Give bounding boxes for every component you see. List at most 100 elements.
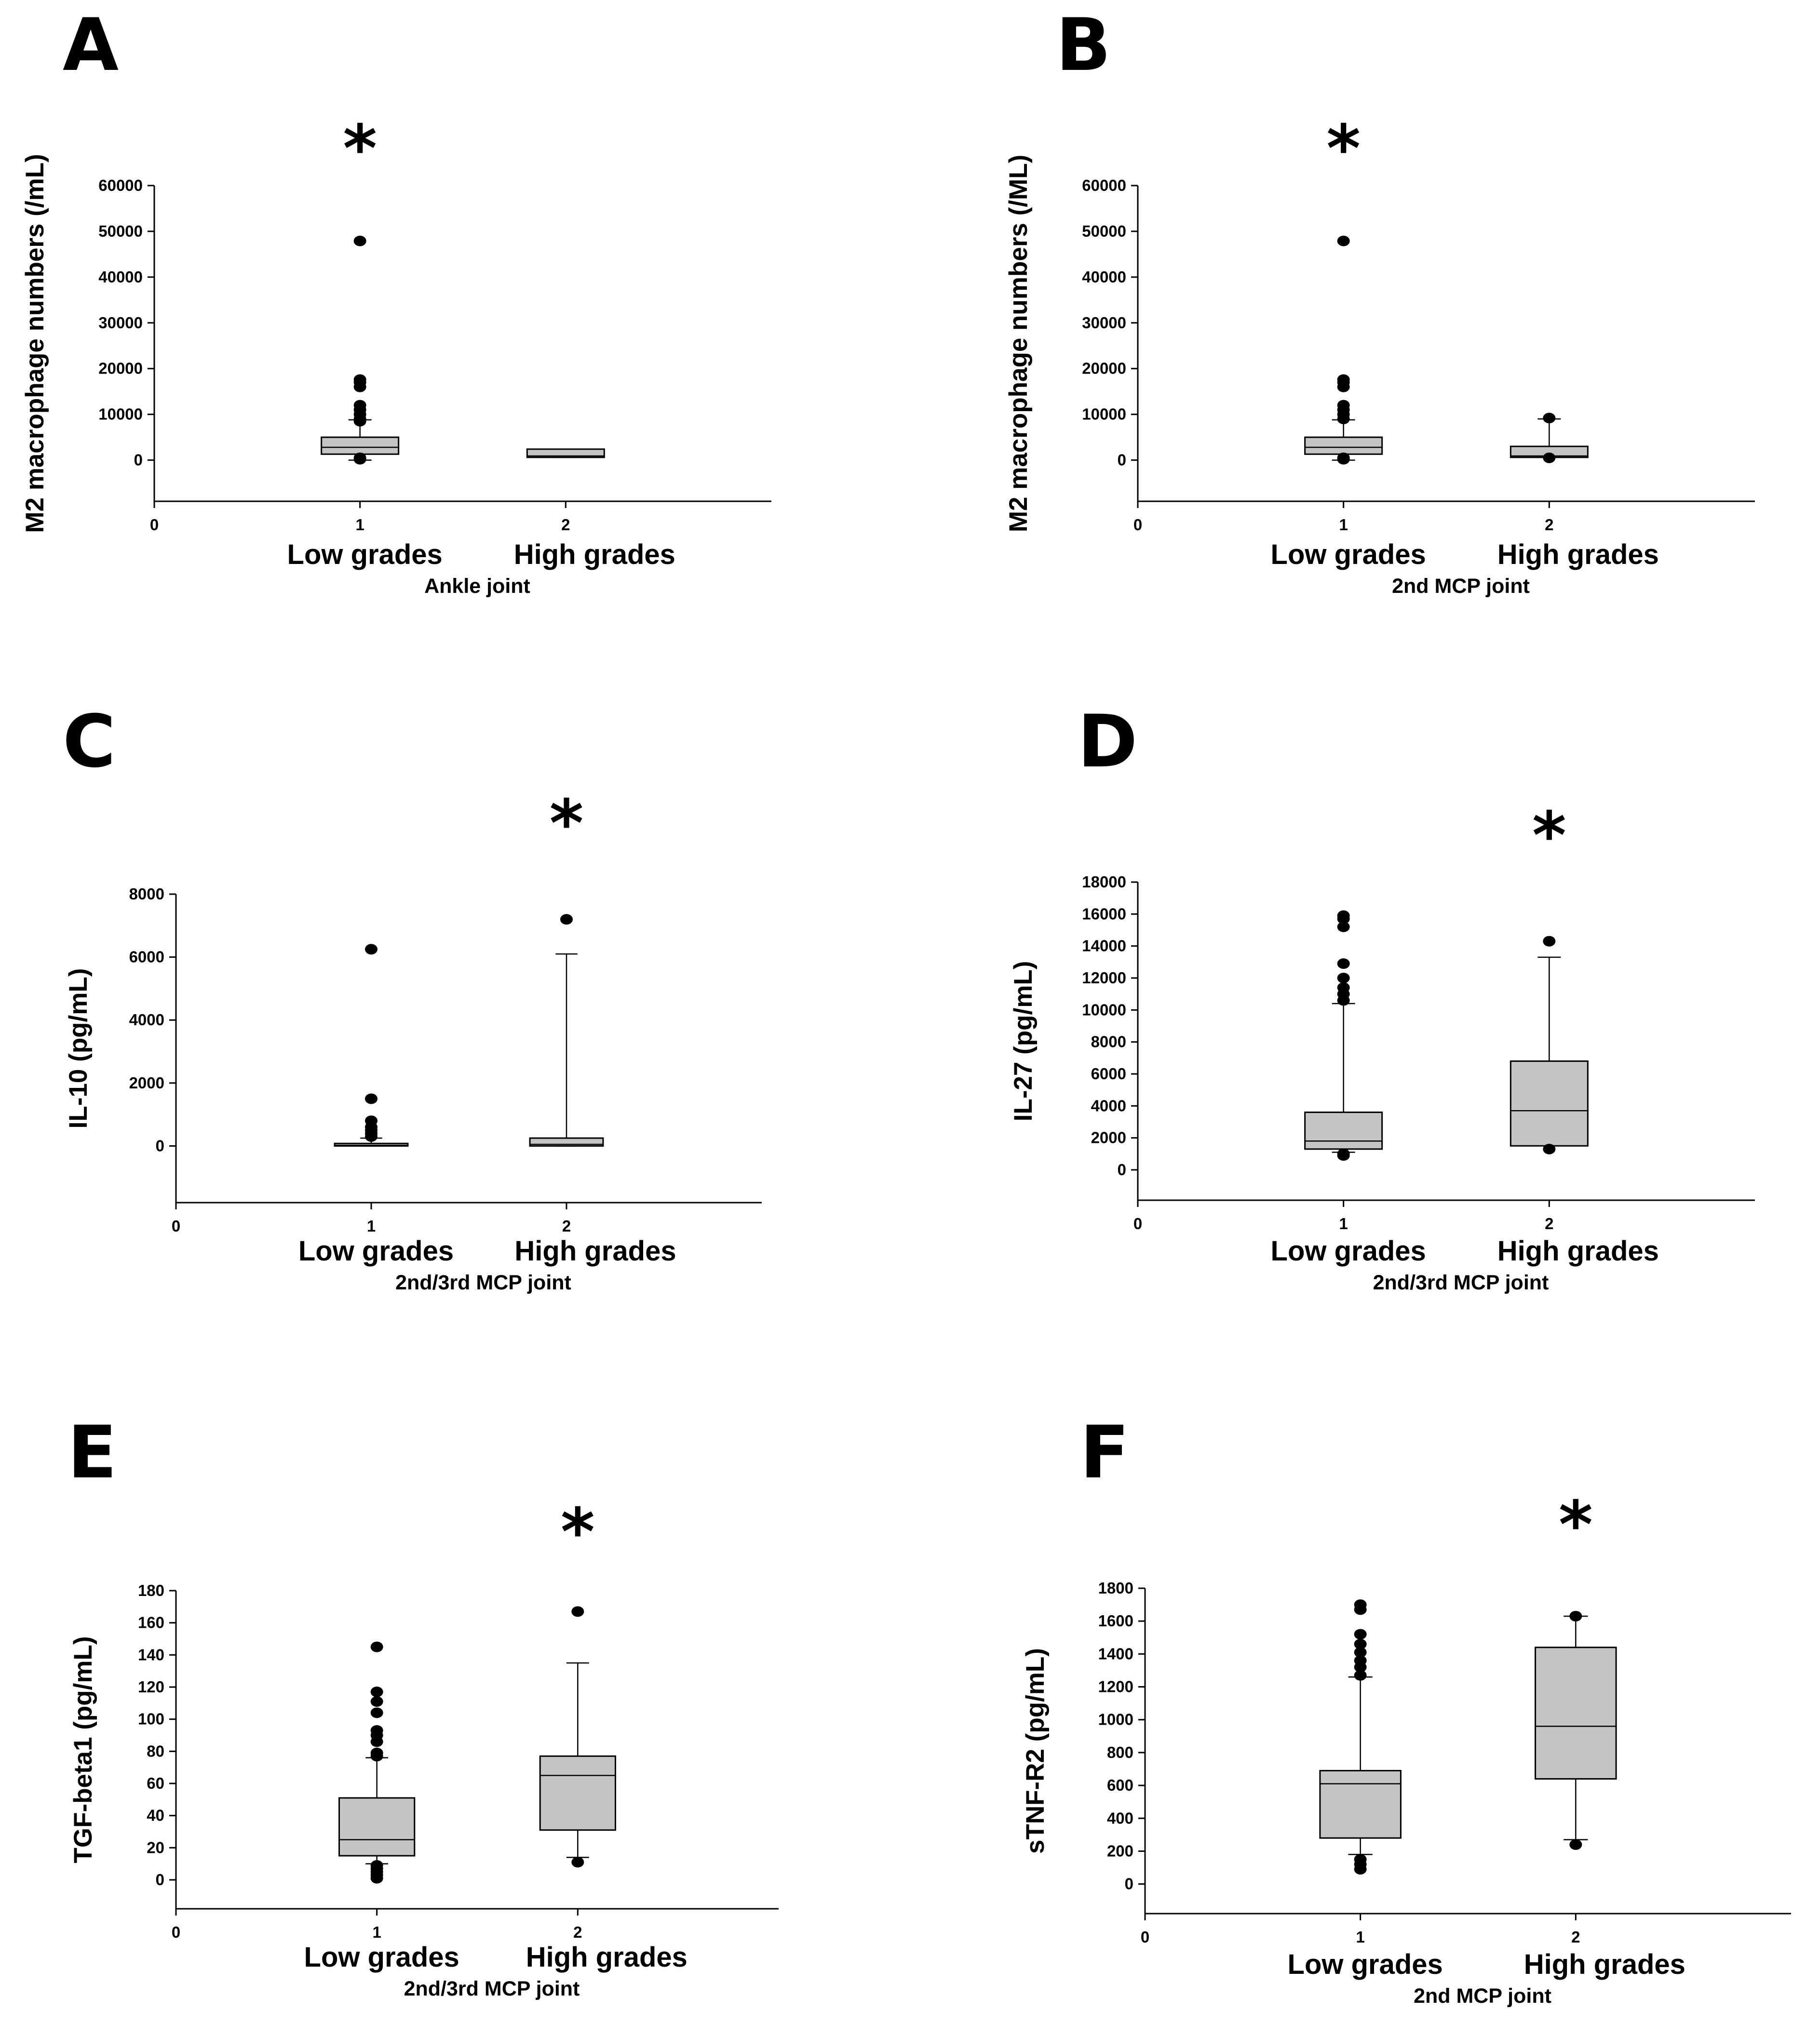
y-tick-label: 8000 [1091, 1033, 1126, 1051]
y-tick-label: 180 [138, 1581, 164, 1599]
outlier-point [1569, 1610, 1582, 1622]
y-tick-label: 0 [156, 1137, 164, 1154]
y-tick-label: 0 [1118, 1161, 1126, 1179]
significance-marker: * [1532, 798, 1566, 873]
y-tick-label: 400 [1107, 1809, 1133, 1827]
significance-marker: * [1559, 1487, 1593, 1563]
y-tick-label: 14000 [1082, 937, 1126, 955]
significance-marker: * [561, 1494, 595, 1570]
y-tick-label: 120 [138, 1678, 164, 1696]
y-tick-label: 0 [156, 1871, 164, 1889]
iqr-box [1304, 1112, 1383, 1150]
y-tick-label: 140 [138, 1646, 164, 1663]
category-label: High grades [1497, 1235, 1659, 1267]
outlier-point [365, 1115, 377, 1126]
category-label: Low grades [1288, 1949, 1443, 1980]
x-tick-label: 2 [1545, 516, 1553, 534]
x-tick-label: 1 [355, 516, 364, 534]
y-tick-label: 20000 [98, 360, 143, 377]
outlier-point [1354, 1638, 1367, 1649]
y-tick-label: 50000 [1082, 222, 1126, 240]
outlier-point [1337, 958, 1350, 969]
y-tick-label: 12000 [1082, 969, 1126, 987]
category-label: Low grades [287, 539, 443, 570]
y-tick-label: 10000 [98, 405, 143, 423]
outlier-point [1337, 1148, 1350, 1159]
x-axis-title: 2nd/3rd MCP joint [404, 1977, 580, 2000]
box-group-1 [1304, 235, 1383, 465]
x-tick-label: 1 [1356, 1928, 1364, 1946]
y-axis-title: TGF-beta1 (pg/mL) [69, 1636, 97, 1863]
panel-letter: E [67, 1411, 117, 1495]
iqr-box [1319, 1769, 1402, 1839]
significance-marker: * [550, 786, 584, 861]
y-tick-label: 40000 [98, 268, 143, 286]
outlier-point [1337, 972, 1350, 983]
y-tick-label: 6000 [1091, 1065, 1126, 1083]
y-tick-label: 60000 [1082, 176, 1126, 194]
category-label: Low grades [298, 1235, 454, 1267]
x-tick-label: 2 [561, 516, 570, 534]
chart-panel-d: D 0 2000 4000 6000 8000 10000 12000 14000 16000 18… [1009, 700, 1755, 1294]
outlier-point [1337, 452, 1350, 463]
y-tick-label: 40000 [1082, 268, 1126, 286]
outlier-point [1354, 1854, 1367, 1865]
iqr-box [1510, 1060, 1589, 1147]
chart-panel-c: C 0 2000 4000 6000 8000 0 1 2 IL-10 (pg/mL) * Low g… [63, 700, 762, 1294]
chart-panel-f: F 0 200 400 600 800 1000 1200 1400 1600 1800 0 1 2 sTN… [1021, 1411, 1791, 2008]
x-tick-label: 2 [1571, 1928, 1580, 1946]
outlier-point [370, 1687, 383, 1697]
panel-letter: C [63, 700, 116, 784]
outlier-point [1569, 1839, 1582, 1850]
x-tick-label: 2 [1545, 1215, 1553, 1233]
box-group-1 [321, 235, 400, 465]
x-tick-label: 2 [562, 1217, 571, 1235]
iqr-box [1304, 436, 1383, 455]
x-tick-label: 2 [573, 1923, 582, 1941]
outlier-point [370, 1747, 383, 1758]
y-tick-label: 2000 [1091, 1129, 1126, 1147]
outlier-point [560, 914, 573, 925]
box-group-1 [334, 944, 409, 1147]
y-tick-label: 20000 [1082, 360, 1126, 377]
y-tick-label: 18000 [1082, 873, 1126, 891]
y-tick-label: 60000 [98, 176, 143, 194]
y-tick-label: 10000 [1082, 405, 1126, 423]
y-tick-label: 1000 [1098, 1711, 1133, 1729]
box-group-1 [1304, 910, 1383, 1161]
x-tick-label: 0 [1133, 1215, 1142, 1233]
category-label: High grades [514, 539, 675, 570]
x-tick-label: 1 [1339, 1215, 1348, 1233]
chart-panel-e: E 0 20 40 60 80 100 120 140 160 180 0 1 2 TGF-beta1 (p… [67, 1411, 779, 2000]
category-label: High grades [1497, 539, 1659, 570]
category-label: High grades [1524, 1949, 1685, 1980]
box-group-2 [539, 1606, 616, 1868]
y-tick-label: 80 [147, 1742, 164, 1760]
y-axis-title: M2 macrophage numbers (/mL) [21, 154, 49, 533]
outlier-point [1337, 982, 1350, 993]
iqr-box [539, 1755, 616, 1831]
category-label: Low grades [1271, 1235, 1426, 1267]
panel-letter: D [1078, 700, 1138, 784]
y-tick-label: 30000 [1082, 314, 1126, 332]
iqr-box [338, 1797, 416, 1857]
y-tick-label: 60 [147, 1774, 164, 1792]
box-group-2 [526, 448, 605, 458]
y-tick-label: 1800 [1098, 1579, 1133, 1597]
y-tick-label: 800 [1107, 1743, 1133, 1761]
iqr-box [526, 448, 605, 458]
outlier-point [1337, 235, 1350, 246]
y-axis-title: sTNF-R2 (pg/mL) [1021, 1648, 1050, 1854]
x-tick-label: 0 [172, 1217, 180, 1235]
outlier-point [571, 1606, 584, 1617]
outlier-point [370, 1860, 383, 1871]
y-tick-label: 40 [147, 1807, 164, 1824]
outlier-point [370, 1641, 383, 1652]
category-label: Low grades [304, 1942, 459, 1973]
category-label: High grades [526, 1942, 688, 1973]
y-tick-label: 4000 [1091, 1097, 1126, 1114]
outlier-point [1354, 1670, 1367, 1681]
y-tick-label: 0 [1118, 451, 1126, 469]
x-axis-title: 2nd/3rd MCP joint [395, 1271, 571, 1294]
